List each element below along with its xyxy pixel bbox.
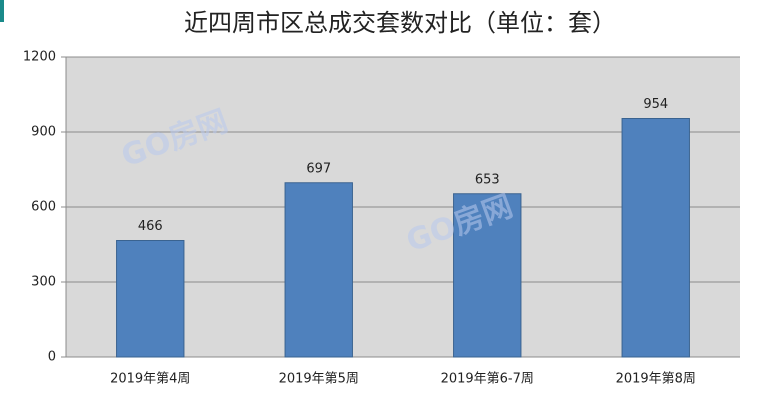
x-tick-label: 2019年第4周	[110, 372, 190, 387]
y-tick-label: 0	[48, 350, 56, 365]
edge-accent	[0, 0, 4, 22]
bar	[621, 118, 690, 358]
bar	[453, 193, 522, 358]
value-label: 466	[138, 219, 163, 234]
y-tick-label: 1200	[23, 50, 56, 65]
y-tick-label: 900	[31, 125, 56, 140]
x-tick-label: 2019年第6-7周	[441, 372, 534, 387]
value-label: 697	[306, 161, 331, 176]
bar	[116, 240, 185, 358]
x-tick-label: 2019年第8周	[616, 372, 696, 387]
x-tick-label: 2019年第5周	[279, 372, 359, 387]
value-label: 954	[643, 97, 668, 112]
y-tick-label: 600	[31, 200, 56, 215]
chart-title: 近四周市区总成交套数对比（单位：套）	[184, 9, 616, 37]
y-tick-label: 300	[31, 275, 56, 290]
bar	[284, 182, 353, 358]
value-label: 653	[475, 172, 500, 187]
